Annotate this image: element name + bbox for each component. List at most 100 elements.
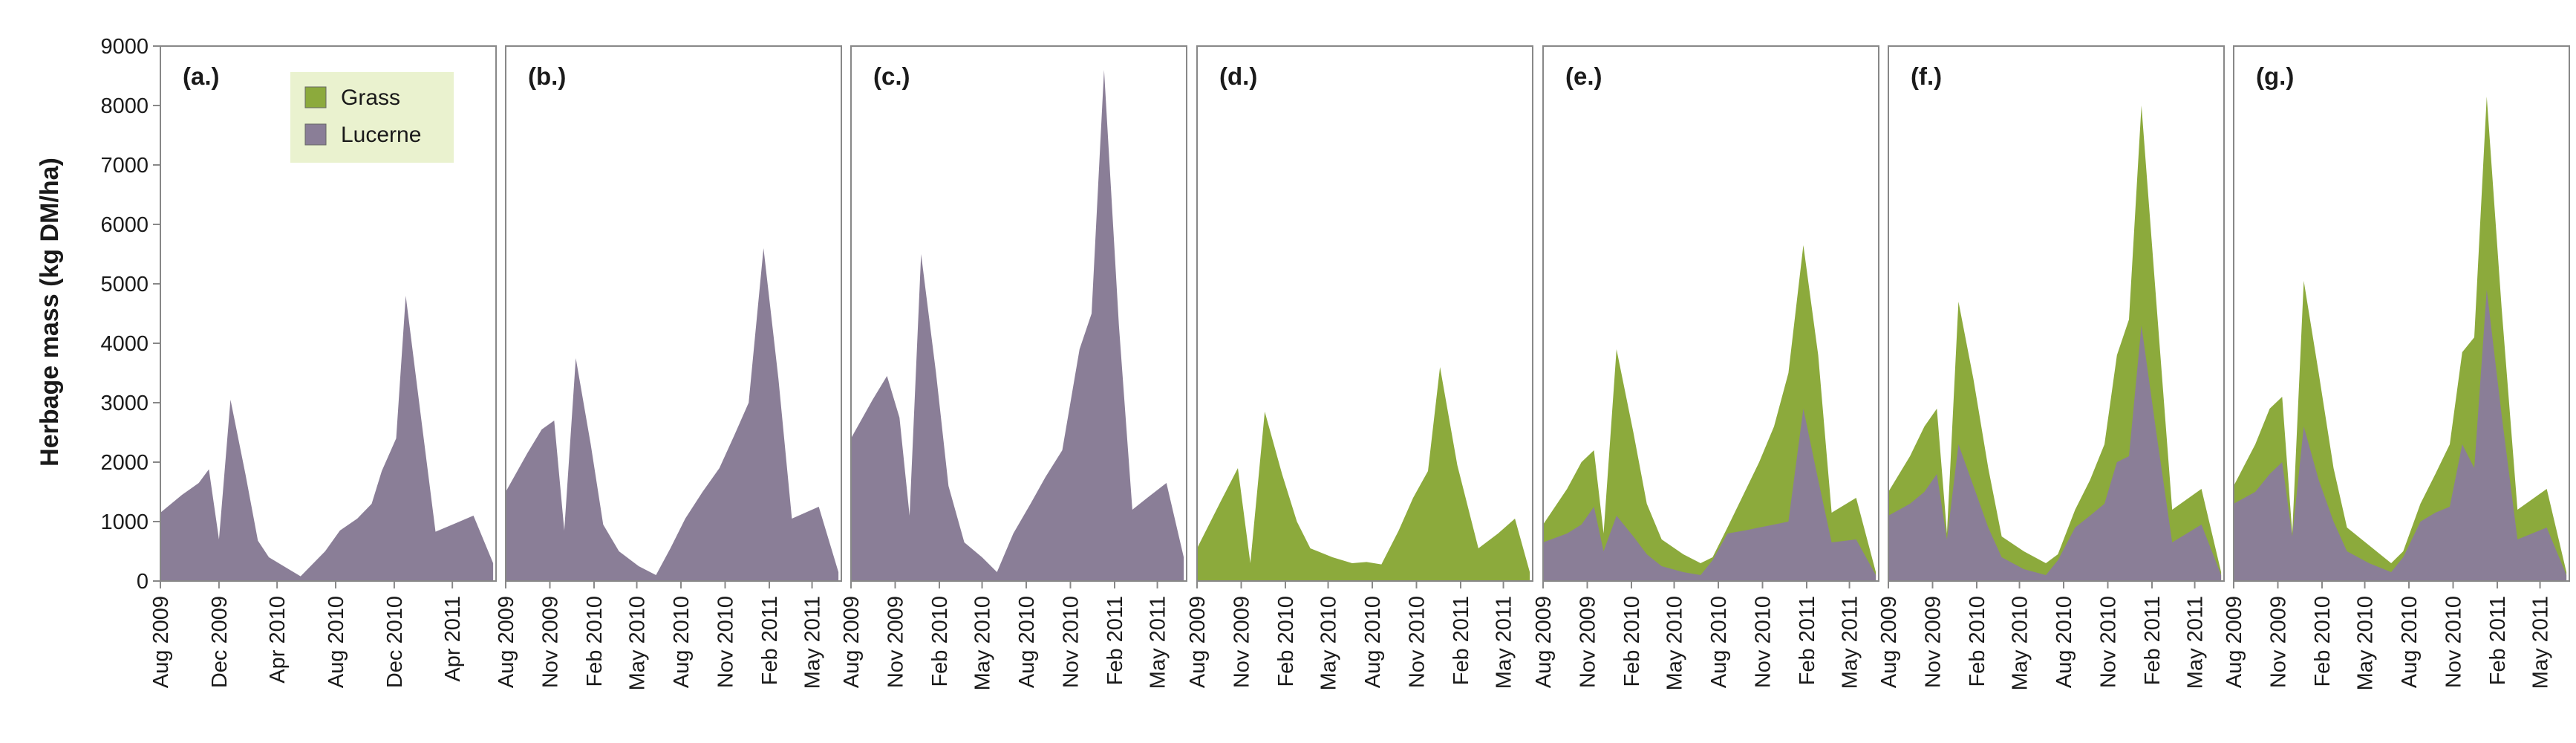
panel-f: (f.) Aug 2009 Nov 2009 Feb 2010 May 2010 Aug …: [1877, 45, 2225, 690]
panel-label: (d.): [1219, 62, 1257, 90]
x-tick-label: Apr 2010: [266, 596, 290, 684]
x-tick-label: Feb 2010: [1274, 596, 1298, 687]
y-tick-label: 7000: [100, 154, 149, 178]
x-tick-label: Nov 2010: [2097, 596, 2121, 688]
x-tick-label: May 2011: [801, 596, 825, 689]
x-tick-label: Aug 2009: [149, 596, 173, 688]
y-tick-label: 2000: [100, 451, 149, 475]
x-tick-label: Feb 2010: [928, 596, 952, 687]
x-tick-label: May 2011: [1839, 596, 1862, 689]
x-tick-label: May 2010: [2354, 596, 2378, 690]
x-tick-label: Feb 2011: [2486, 596, 2510, 685]
panel-frame: [160, 45, 497, 582]
x-tick-label: Nov 2010: [1406, 596, 1429, 688]
x-tick-label: May 2011: [1493, 596, 1516, 689]
x-tick-label: Aug 2010: [1361, 596, 1385, 688]
legend-swatch-grass: [304, 86, 327, 108]
x-tick-label: Nov 2010: [1752, 596, 1776, 688]
panel-a: (a.) Aug 2009 Dec 2009 Apr 2010 Aug 2010 Dec …: [149, 45, 497, 688]
x-tick-label: Aug 2010: [2398, 596, 2422, 688]
legend: Grass Lucerne: [290, 72, 454, 163]
panel-g: (g.) Aug 2009 Nov 2009 Feb 2010 May 2010 Aug …: [2223, 45, 2570, 690]
panel-label: (a.): [183, 62, 220, 90]
x-tick-label: May 2010: [1317, 596, 1341, 690]
area-lucerne: [2234, 290, 2567, 581]
legend-label-grass: Grass: [341, 85, 400, 110]
panel-d: (d.) Aug 2009 Nov 2009 Feb 2010 May 2010 Aug …: [1186, 45, 1533, 690]
x-tick-label: Aug 2009: [840, 596, 864, 688]
x-tick-label: May 2010: [2009, 596, 2032, 690]
x-tick-label: Nov 2009: [1576, 596, 1600, 688]
x-tick-label: Nov 2009: [2267, 596, 2291, 688]
panel-frame: [1888, 45, 2225, 582]
x-tick-label: Aug 2009: [1877, 596, 1901, 688]
area-lucerne: [160, 296, 494, 581]
panel-e: (e.) Aug 2009 Nov 2009 Feb 2010 May 2010 Aug …: [1532, 45, 1879, 690]
panel-c: (c.) Aug 2009 Nov 2009 Feb 2010 May 2010 Aug …: [840, 45, 1187, 690]
area-grass: [1197, 367, 1530, 581]
x-tick-label: Nov 2010: [1060, 596, 1083, 688]
x-tick-label: Feb 2010: [1620, 596, 1644, 687]
y-tick-label: 9000: [100, 35, 149, 59]
area-lucerne: [1543, 409, 1876, 581]
x-tick-label: May 2010: [1663, 596, 1687, 690]
panel-label: (b.): [528, 62, 566, 90]
panel-frame: [1196, 45, 1533, 582]
panel-label: (f.): [1911, 62, 1942, 90]
area-lucerne: [506, 248, 839, 581]
legend-label-lucerne: Lucerne: [341, 123, 421, 147]
x-tick-label: Feb 2010: [583, 596, 607, 687]
panel-b: (b.) Aug 2009 Nov 2009 Feb 2010 May 2010 Aug …: [495, 45, 842, 690]
x-tick-label: Dec 2010: [383, 596, 407, 688]
x-tick-label: Feb 2011: [1103, 596, 1127, 685]
x-tick-label: Nov 2009: [539, 596, 563, 688]
x-tick-label: Aug 2010: [1707, 596, 1731, 688]
x-tick-label: Aug 2009: [2223, 596, 2246, 688]
y-tick-label: 1000: [100, 510, 149, 534]
x-tick-label: Nov 2009: [1922, 596, 1946, 688]
panel-label: (g.): [2256, 62, 2294, 90]
legend-swatch-lucerne: [304, 123, 327, 146]
x-tick-label: Aug 2010: [2052, 596, 2076, 688]
panel-frame: [2233, 45, 2570, 582]
x-tick-label: May 2011: [2529, 596, 2553, 689]
x-tick-label: Dec 2009: [208, 596, 232, 688]
x-tick-label: Feb 2010: [1966, 596, 1989, 687]
x-tick-label: May 2010: [626, 596, 650, 690]
y-tick-label: 6000: [100, 213, 149, 237]
y-tick-label: 4000: [100, 332, 149, 356]
panel-frame: [1542, 45, 1879, 582]
y-axis-label: Herbage mass (kg DM/ha): [36, 158, 64, 467]
x-tick-label: Aug 2009: [1186, 596, 1210, 688]
panel-frame: [850, 45, 1187, 582]
y-tick-label: 0: [137, 570, 149, 594]
x-tick-label: Nov 2010: [714, 596, 738, 688]
x-tick-label: Feb 2011: [1450, 596, 1473, 685]
x-tick-label: Aug 2010: [1015, 596, 1039, 688]
y-tick-label: 8000: [100, 94, 149, 118]
panel-label: (c.): [873, 62, 910, 90]
x-tick-label: Nov 2009: [884, 596, 908, 688]
area-lucerne: [851, 70, 1184, 581]
x-tick-label: May 2011: [2184, 596, 2208, 689]
x-tick-label: May 2010: [971, 596, 995, 690]
x-tick-label: Feb 2010: [2311, 596, 2335, 687]
y-tick-label: 3000: [100, 392, 149, 415]
y-tick-label: 5000: [100, 273, 149, 296]
x-tick-label: May 2011: [1147, 596, 1170, 689]
x-tick-label: Nov 2010: [2442, 596, 2466, 688]
panels-group: 0100020003000400050006000700080009000(a.…: [100, 35, 2570, 690]
x-tick-label: Aug 2009: [495, 596, 518, 688]
x-tick-label: Nov 2009: [1230, 596, 1254, 688]
x-tick-label: Apr 2011: [441, 596, 465, 682]
x-tick-label: Feb 2011: [758, 596, 782, 685]
x-tick-label: Aug 2010: [670, 596, 694, 688]
x-tick-label: Feb 2011: [2141, 596, 2165, 685]
area-lucerne: [1888, 325, 2222, 581]
x-tick-label: Feb 2011: [1796, 596, 1819, 685]
x-tick-label: Aug 2009: [1532, 596, 1556, 688]
x-tick-label: Aug 2010: [325, 596, 348, 688]
panel-frame: [505, 45, 842, 582]
panel-label: (e.): [1565, 62, 1602, 90]
